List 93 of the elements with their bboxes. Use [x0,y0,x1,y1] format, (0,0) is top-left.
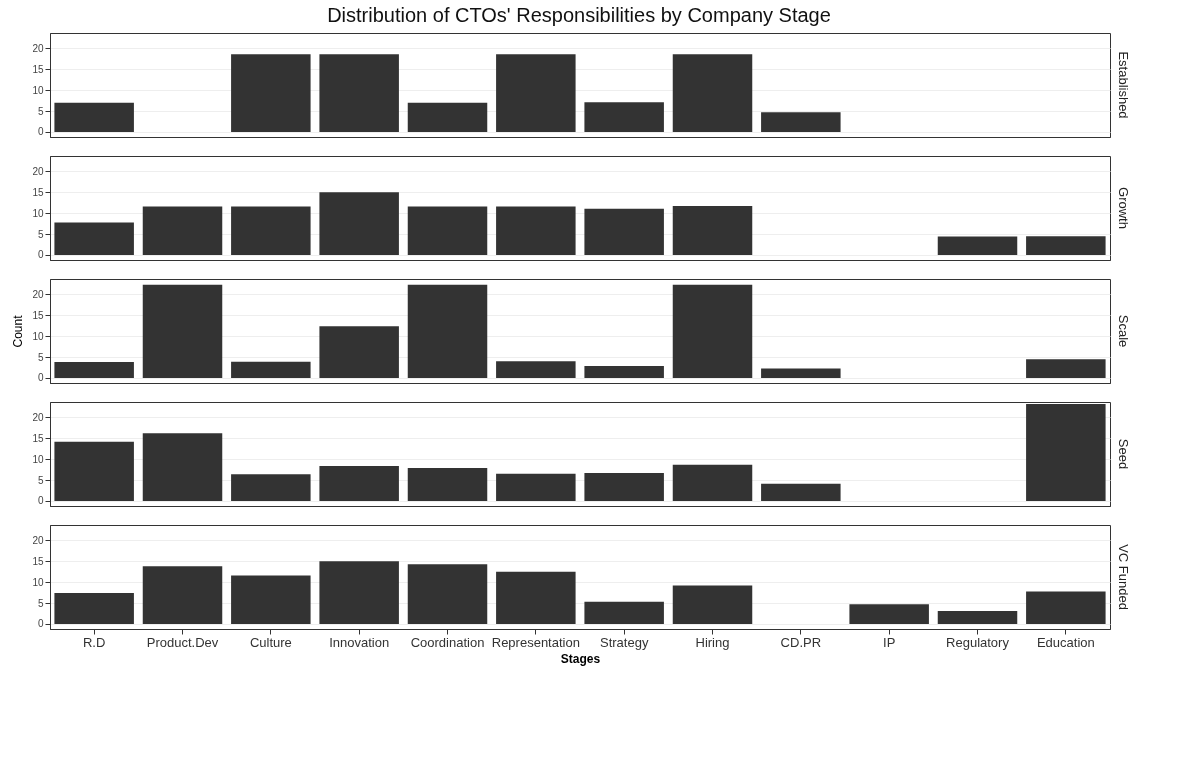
bar [1026,359,1106,378]
bar [761,483,841,501]
x-tick-label: Culture [249,634,292,650]
bar [496,571,576,624]
y-tick-label: 10 [32,84,44,96]
y-tick-label: 15 [32,555,44,567]
y-tick-label: 15 [32,63,44,75]
bar [672,284,753,378]
bar [142,284,223,378]
y-tick-label: 15 [32,186,44,198]
y-tick-label: 20 [32,534,44,546]
y-tick-label: 0 [37,126,44,138]
bar [319,326,399,378]
y-tick-label: 10 [32,576,44,588]
bar [54,102,134,132]
y2-axis-title: Growth [1116,187,1131,229]
x-tick-label: Coordination [410,634,485,650]
y-tick-label: 0 [37,249,44,261]
x-tick-label: Education [1036,634,1095,650]
y-tick-label: 5 [37,597,44,609]
bar [496,473,576,501]
bar [584,208,664,255]
y2-axis-title: Established [1116,51,1131,119]
bar [231,361,311,378]
bar [142,566,223,624]
bar [761,368,841,378]
bar [142,206,223,255]
bar [231,474,311,501]
bar [496,54,576,132]
x-tick-label: Hiring [695,634,730,650]
y-tick-label: 0 [37,618,44,630]
x-tick-label: IP [883,634,896,650]
y-tick-label: 15 [32,309,44,321]
y-tick-label: 5 [37,351,44,363]
bar [761,112,841,132]
bar [407,564,488,624]
bar [407,284,488,378]
x-tick-label: CD.PR [780,634,822,650]
x-tick-label: Innovation [329,634,390,650]
bar [937,611,1018,624]
chart-title: Distribution of CTOs' Responsibilities by Company Stage [326,4,832,27]
bar [231,575,311,624]
y2-axis-title: Scale [1116,314,1131,348]
bar [407,102,488,132]
x-tick-label: Representation [491,634,580,650]
bar [54,222,134,255]
bar [584,365,664,378]
bar [407,206,488,255]
y-axis-title: Count [10,314,25,348]
bar [319,561,399,624]
y-tick-label: 15 [32,432,44,444]
bar [319,465,399,501]
bar [407,467,488,501]
bar [496,206,576,255]
bar [496,361,576,378]
x-tick-label: Strategy [599,634,649,650]
bar [319,192,399,255]
bar [584,102,664,132]
bar [231,206,311,255]
bar [54,441,134,501]
bar [231,54,311,132]
bar [54,362,134,378]
bar [319,54,399,132]
bar [937,236,1018,255]
bar [1026,591,1106,624]
bar [1026,236,1106,255]
bar [672,54,753,132]
x-axis-title: Stages [560,651,601,666]
bar [672,585,753,624]
bar [849,604,929,624]
y-tick-label: 20 [32,165,44,177]
y2-axis-title: VC Funded [1116,544,1131,610]
y-tick-label: 10 [32,207,44,219]
y2-axis-title: Seed [1116,438,1131,470]
y-tick-label: 10 [32,453,44,465]
y-tick-label: 20 [32,411,44,423]
bar [584,473,664,501]
y-tick-label: 20 [32,42,44,54]
bar [142,433,223,501]
y-tick-label: 5 [37,474,44,486]
y-tick-label: 5 [37,228,44,240]
bar [54,593,134,624]
y-tick-label: 20 [32,288,44,300]
x-tick-label: Product.Dev [146,634,219,650]
y-tick-label: 10 [32,330,44,342]
x-tick-label: R.D [82,634,106,650]
y-tick-label: 0 [37,495,44,507]
bar [672,464,753,501]
bar [672,206,753,255]
x-tick-label: Regulatory [946,634,1010,650]
y-tick-label: 5 [37,105,44,117]
bar [584,601,664,624]
y-tick-label: 0 [37,372,44,384]
